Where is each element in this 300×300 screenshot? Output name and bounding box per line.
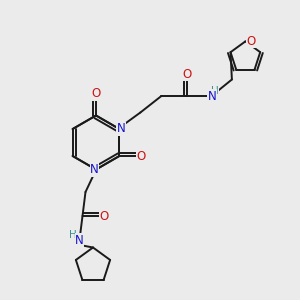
Text: N: N [75, 233, 84, 247]
Text: N: N [90, 163, 99, 176]
Text: O: O [137, 149, 146, 163]
Text: O: O [100, 209, 109, 223]
Text: O: O [92, 87, 100, 100]
Text: O: O [182, 68, 191, 81]
Text: N: N [116, 122, 125, 136]
Text: H: H [211, 85, 219, 96]
Text: N: N [208, 89, 217, 103]
Text: O: O [246, 35, 255, 48]
Text: H: H [69, 230, 77, 240]
